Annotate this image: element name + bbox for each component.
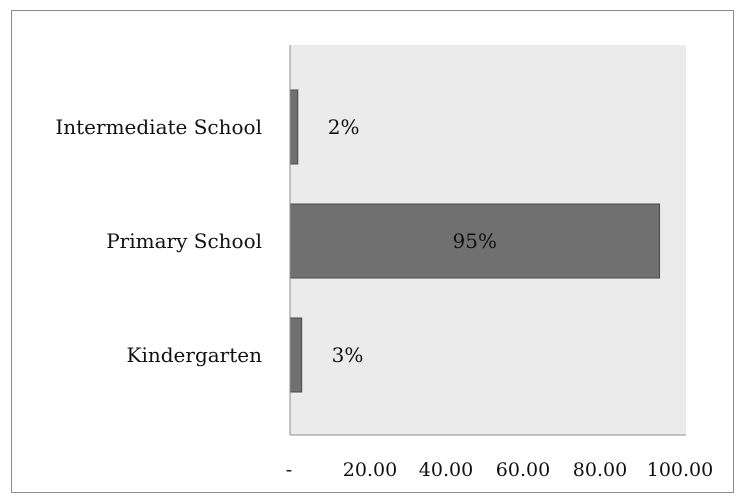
bar-primary-school [289, 203, 661, 279]
x-tick-label: - [286, 459, 292, 481]
bar-kindergarten [289, 317, 303, 393]
data-label-kindergarten: 3% [332, 343, 364, 367]
data-label-intermediate-school: 2% [328, 115, 360, 139]
category-label-intermediate-school: Intermediate School [55, 115, 262, 139]
category-label-kindergarten: Kindergarten [127, 343, 263, 367]
category-label-primary-school: Primary School [106, 229, 262, 253]
x-tick-label: 100.00 [647, 459, 713, 481]
x-tick-label: 20.00 [343, 459, 397, 481]
category-labels: Intermediate School Primary School Kinderg… [55, 115, 262, 367]
data-labels: 2% 95% 3% [328, 115, 497, 367]
x-tick-label: 60.00 [496, 459, 550, 481]
x-tick-labels: - 20.00 40.00 60.00 80.00 100.00 [286, 459, 713, 481]
bar-intermediate-school [289, 89, 299, 165]
x-tick-label: 80.00 [573, 459, 627, 481]
data-label-primary-school: 95% [453, 229, 497, 253]
bars-group [289, 89, 661, 393]
x-tick-label: 40.00 [419, 459, 473, 481]
